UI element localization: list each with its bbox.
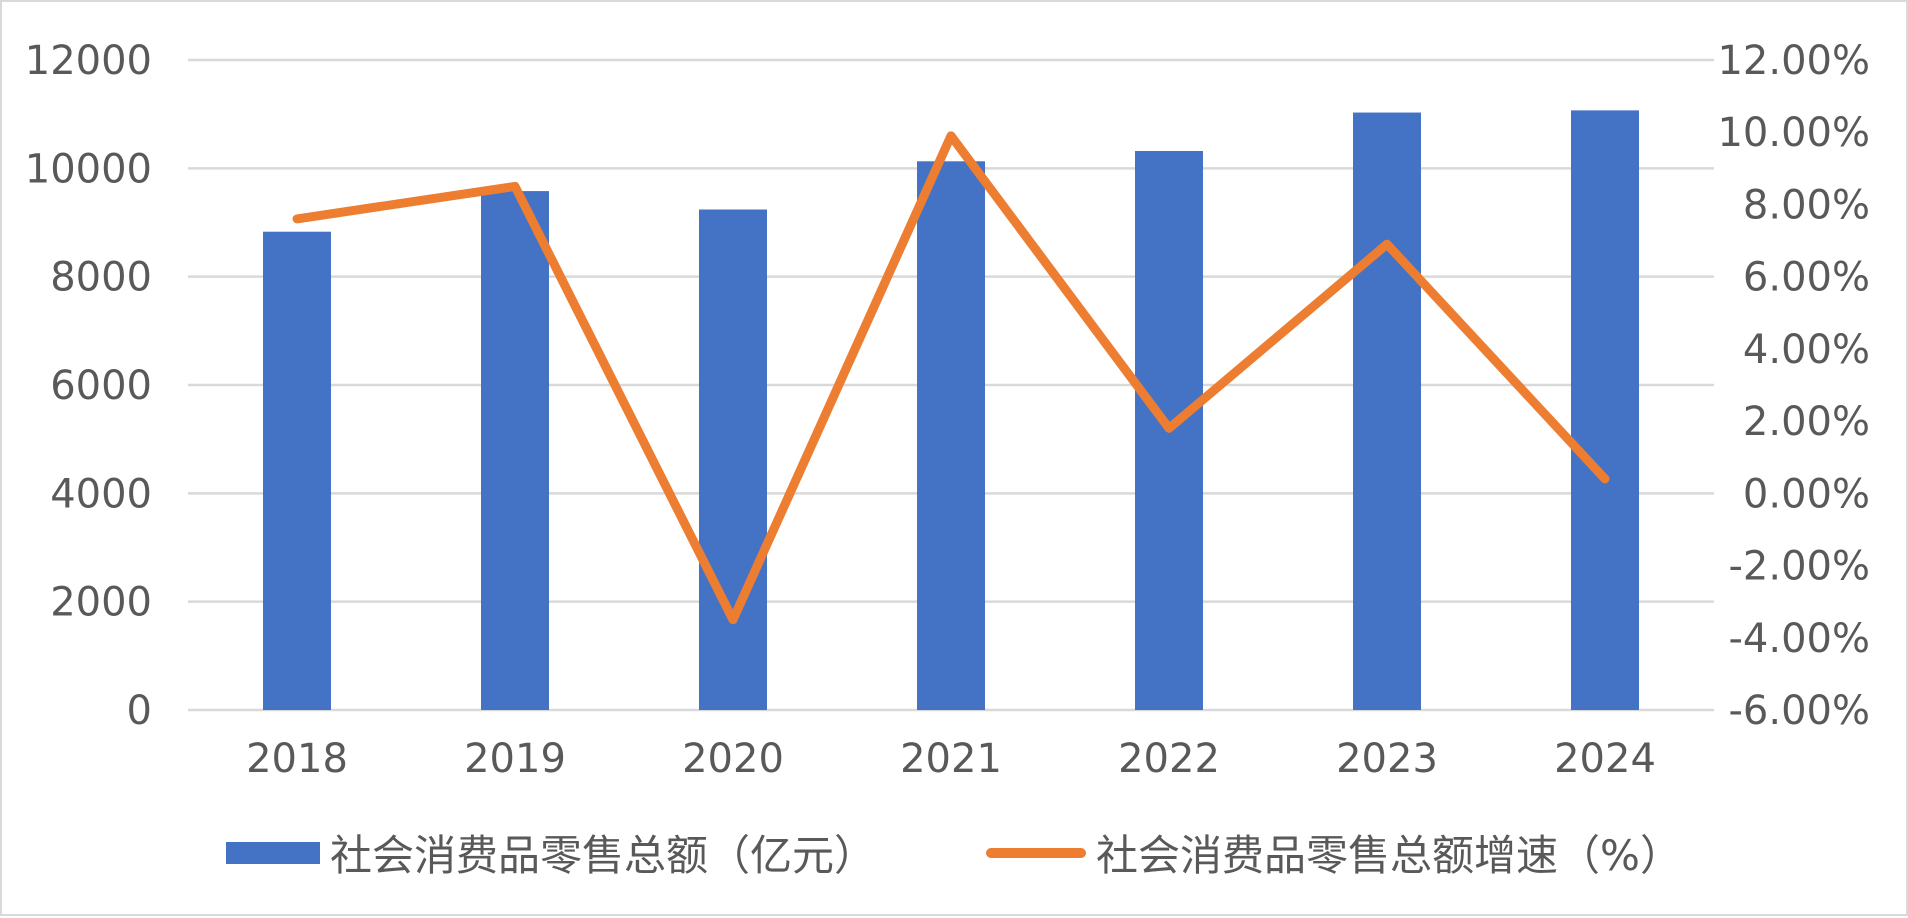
bar <box>917 161 985 710</box>
line-point <box>1386 243 1388 246</box>
y-left-tick-label: 4000 <box>50 471 152 517</box>
y-left-tick-label: 12000 <box>25 38 152 84</box>
x-tick-label: 2018 <box>246 736 348 782</box>
bar <box>699 209 767 710</box>
x-tick-label: 2023 <box>1336 736 1438 782</box>
y-right-tick-label: 6.00% <box>1743 255 1870 301</box>
legend-item-bar: 社会消费品零售总额（亿元） <box>226 822 876 883</box>
x-tick-label: 2020 <box>682 736 784 782</box>
legend-bar-label: 社会消费品零售总额（亿元） <box>330 831 877 880</box>
y-right-tick-label: 0.00% <box>1743 471 1870 517</box>
legend-line-label: 社会消费品零售总额增速（%） <box>1096 831 1682 880</box>
legend-item-line: 社会消费品零售总额增速（%） <box>986 822 1682 883</box>
y-left-tick-label: 8000 <box>50 255 152 301</box>
line-point <box>1604 477 1606 480</box>
y-right-tick-label: -4.00% <box>1728 616 1870 662</box>
y-left-tick-label: 2000 <box>50 580 152 626</box>
y-right-tick-label: 4.00% <box>1743 327 1870 373</box>
legend-bar-swatch <box>226 841 321 864</box>
y-right-tick-label: 8.00% <box>1743 182 1870 228</box>
legend-line-swatch <box>986 847 1087 858</box>
x-tick-label: 2024 <box>1554 736 1656 782</box>
x-tick-label: 2022 <box>1118 736 1220 782</box>
line-point <box>950 134 952 137</box>
y-right-tick-label: -2.00% <box>1728 544 1870 590</box>
line-point <box>1168 427 1170 430</box>
y-right-tick-label: 10.00% <box>1717 110 1870 156</box>
x-tick-label: 2021 <box>900 736 1002 782</box>
bar <box>481 191 549 711</box>
line-point <box>514 185 516 188</box>
bar <box>1571 110 1639 710</box>
y-right-tick-label: 2.00% <box>1743 399 1870 445</box>
line-point <box>296 217 298 220</box>
y-left-tick-label: 10000 <box>25 146 152 192</box>
x-tick-label: 2019 <box>464 736 566 782</box>
line-point <box>732 618 734 621</box>
bar <box>263 231 331 711</box>
bar <box>1353 112 1421 710</box>
y-left-tick-label: 6000 <box>50 363 152 409</box>
y-right-tick-label: 12.00% <box>1717 38 1870 84</box>
legend: 社会消费品零售总额（亿元） 社会消费品零售总额增速（%） <box>2 822 1906 883</box>
y-right-tick-label: -6.00% <box>1728 688 1870 734</box>
y-left-tick-label: 0 <box>127 688 152 734</box>
